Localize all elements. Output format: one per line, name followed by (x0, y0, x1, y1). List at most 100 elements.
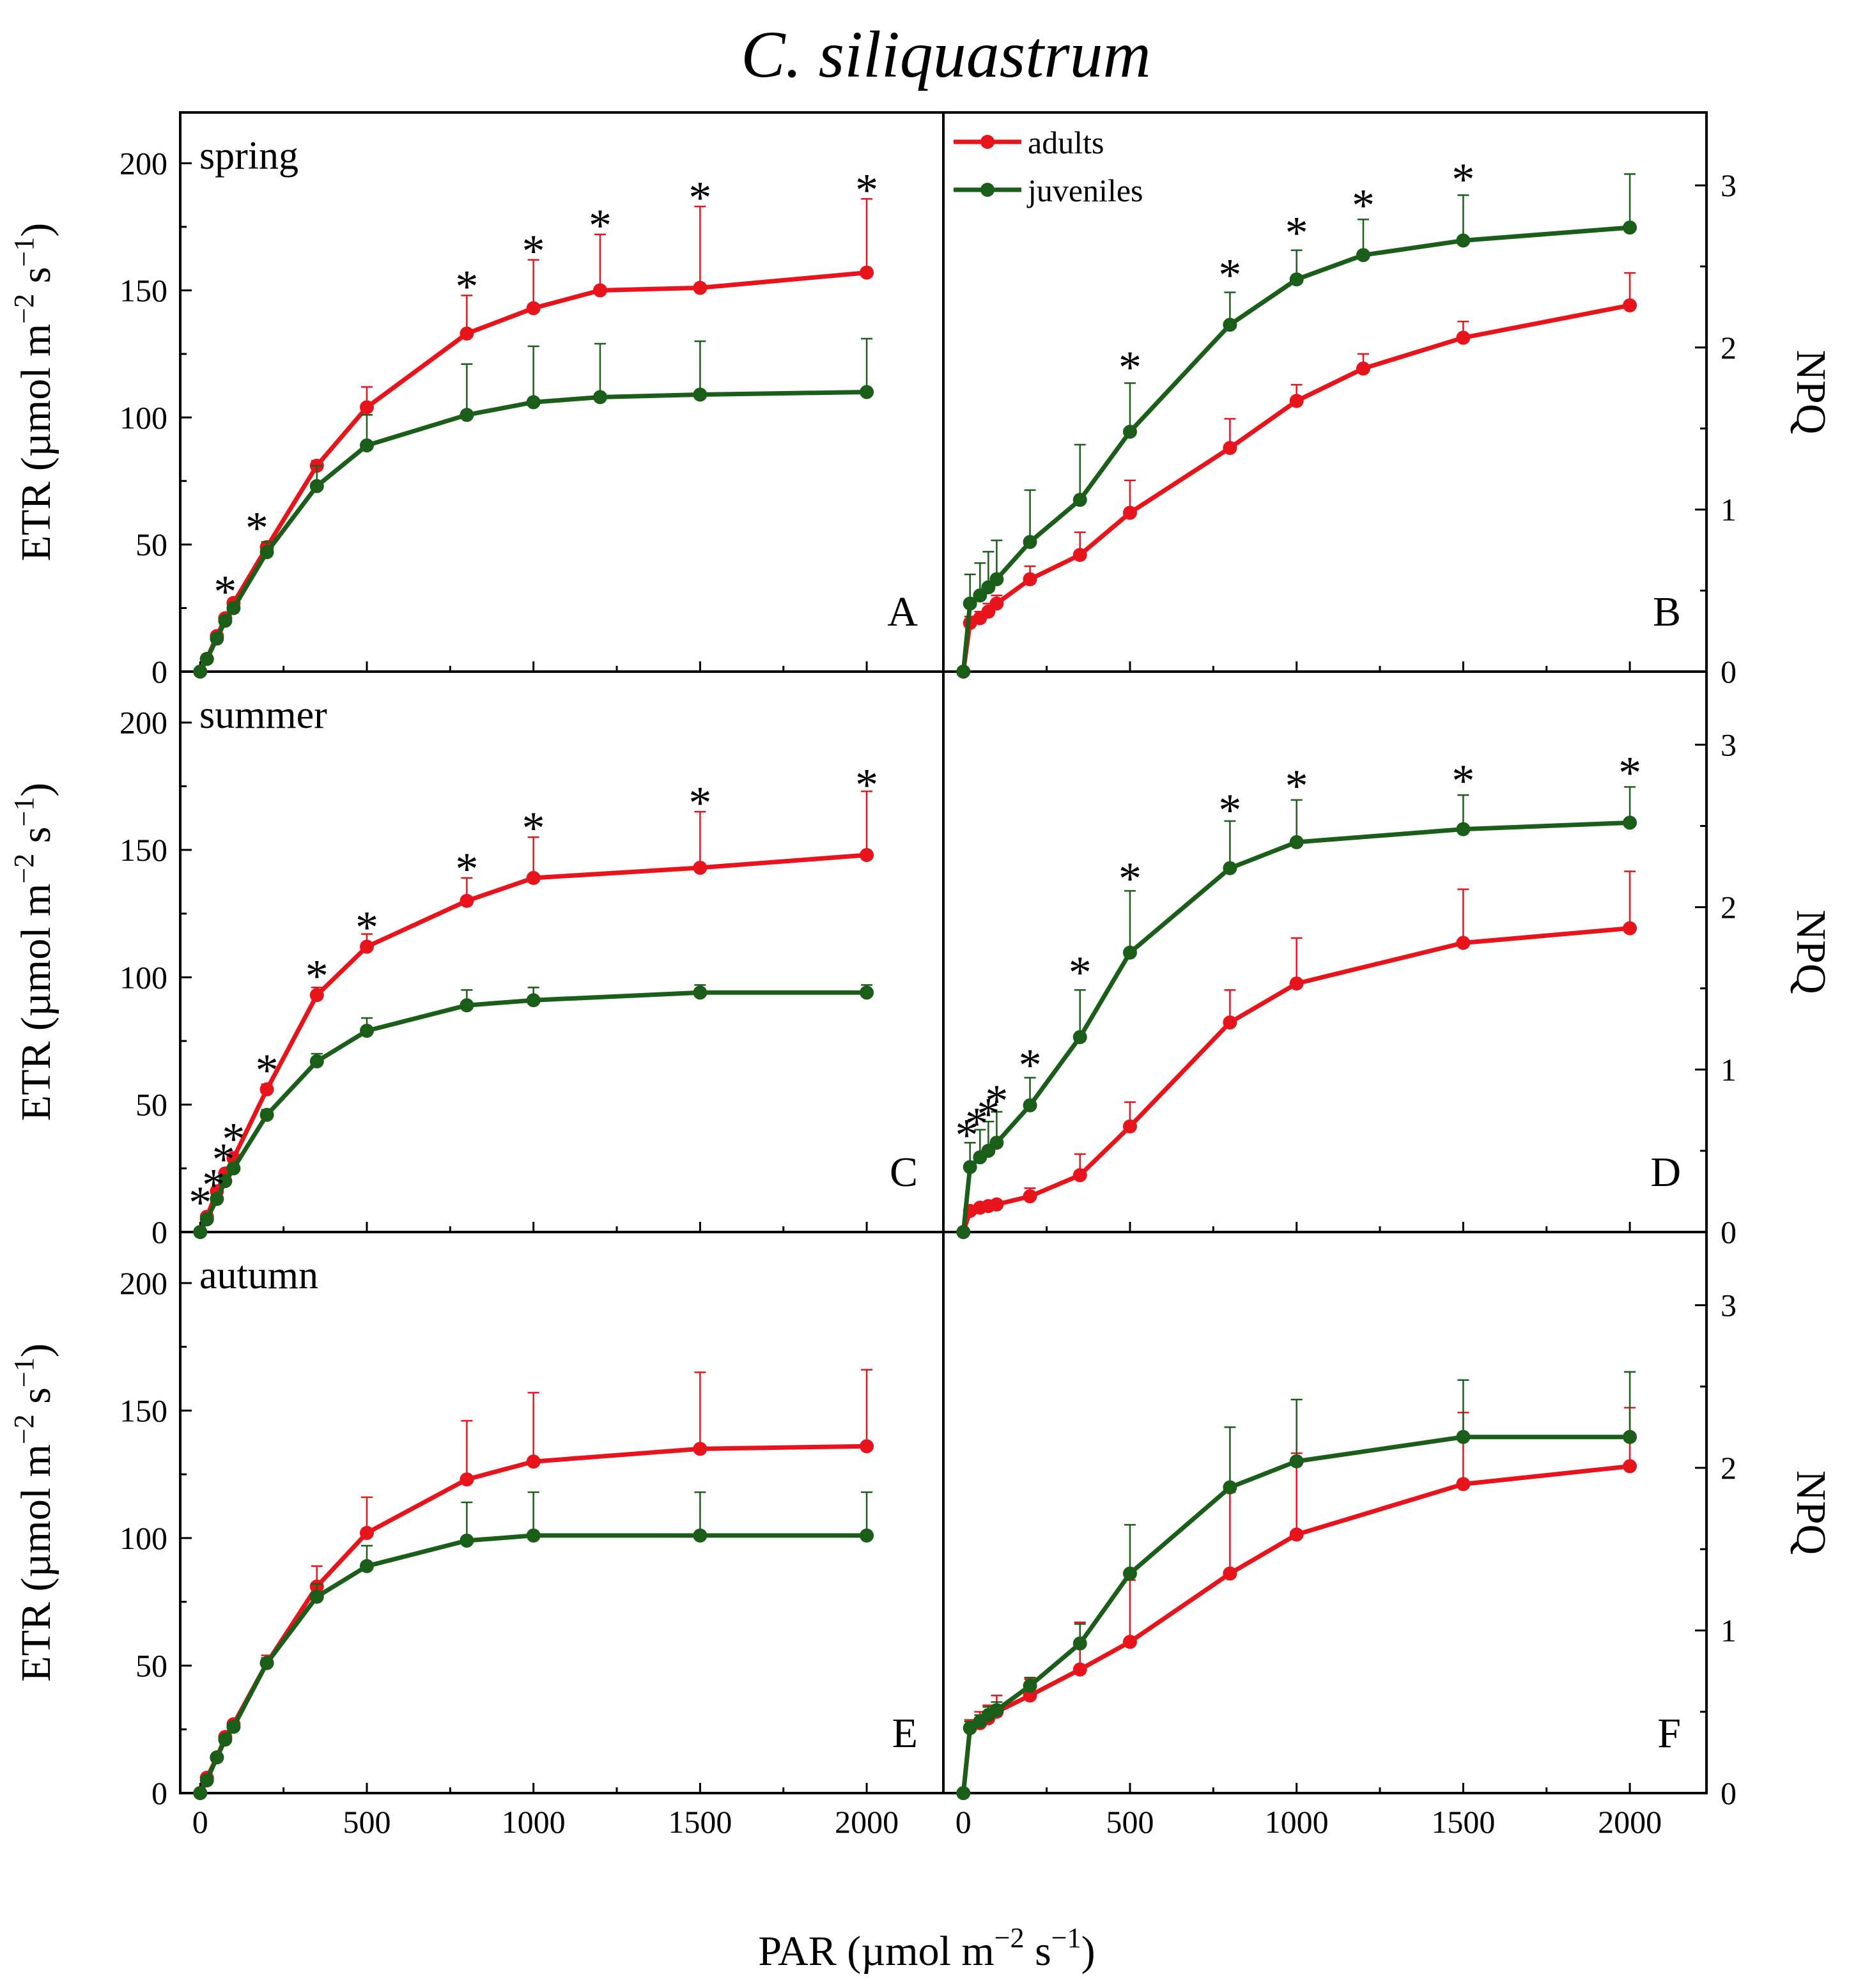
data-point (1456, 822, 1471, 836)
series-line (198, 852, 867, 1233)
series-adults (956, 272, 1637, 679)
significance-star: * (189, 1177, 212, 1228)
panel-letter: B (1653, 589, 1681, 635)
x-tick-label: 1000 (1265, 1804, 1329, 1840)
legend-label-adults: adults (1028, 125, 1104, 160)
data-point (1023, 572, 1037, 587)
data-point (956, 1225, 971, 1239)
data-point (860, 265, 874, 280)
left-axis-title-part: −1 (8, 797, 40, 827)
x-tick-label: 1000 (502, 1804, 566, 1840)
legend: adults juveniles (954, 125, 1143, 208)
y-tick-label: 2 (1721, 330, 1737, 366)
data-point (989, 572, 1004, 587)
data-point (210, 1192, 224, 1206)
significance-star: * (1451, 154, 1474, 205)
data-point (1072, 1168, 1087, 1183)
significance-star: * (985, 1075, 1008, 1127)
y-tick-label: 3 (1721, 727, 1737, 762)
data-point (956, 1786, 971, 1800)
data-point (1223, 861, 1237, 875)
data-point (989, 1136, 1004, 1150)
data-point (963, 596, 977, 611)
data-point (1023, 535, 1037, 550)
data-point (693, 1528, 708, 1543)
significance-star: * (955, 1109, 978, 1160)
data-point (1623, 220, 1637, 235)
series-juveniles (193, 337, 874, 679)
data-point (1456, 936, 1471, 950)
data-point (259, 1656, 274, 1670)
data-point (1072, 1662, 1087, 1677)
left-axis-title-part: ) (13, 783, 59, 797)
y-tick-label: 3 (1721, 167, 1737, 203)
season-label: spring (199, 134, 298, 178)
left-axis-title-part: s (13, 267, 59, 294)
significance-star: * (1019, 1040, 1042, 1091)
data-point (259, 1107, 274, 1122)
y-tick-label: 200 (120, 705, 167, 741)
data-point (309, 1054, 324, 1068)
data-point (1623, 1429, 1637, 1444)
significance-star: * (222, 1114, 245, 1165)
panel-letter: D (1650, 1149, 1681, 1196)
data-point (1456, 330, 1471, 345)
data-point (860, 385, 874, 399)
left-axis-title-part: s (13, 827, 59, 854)
significance-star: * (1069, 947, 1092, 998)
y-tick-label: 1 (1721, 1052, 1737, 1088)
y-tick-label: 0 (151, 1775, 167, 1811)
left-axis-title: ETR (µmol m−2 s−1) (8, 223, 59, 562)
data-point (1122, 424, 1137, 439)
left-axis-title-part: −2 (8, 1414, 40, 1444)
series-line (198, 1533, 867, 1794)
series-juveniles (193, 1491, 874, 1800)
panel-letter: E (892, 1710, 918, 1757)
data-point (1456, 1477, 1471, 1491)
data-point (860, 985, 874, 1000)
data-point (1623, 298, 1637, 312)
significance-star: * (1285, 208, 1308, 259)
series-line (198, 270, 867, 673)
legend-label-juveniles: juveniles (1026, 173, 1143, 208)
data-point (1023, 1098, 1037, 1113)
data-point (309, 1589, 324, 1604)
series-juveniles (193, 984, 874, 1239)
data-point (460, 1533, 474, 1548)
panel-F: 0 1 2 3 0 500 1000 1500 2000 F (956, 1288, 1737, 1840)
left-axis-title-part: ETR (µmol m (13, 884, 59, 1121)
y-tick-label: 200 (120, 146, 167, 181)
data-point (956, 665, 971, 679)
data-point (1072, 548, 1087, 562)
significance-star: * (202, 1159, 225, 1210)
y-tick-label: 3 (1721, 1288, 1737, 1323)
significance-star: * (1451, 755, 1474, 806)
left-axis-title: ETR (µmol m−2 s−1) (8, 783, 59, 1121)
panel-letter: F (1657, 1710, 1681, 1757)
data-point (1623, 815, 1637, 830)
left-axis-title-part: s (13, 1387, 59, 1414)
season-label: autumn (199, 1254, 318, 1297)
significance-star: * (455, 844, 478, 895)
series-juveniles (956, 173, 1637, 679)
y-tick-label: 2 (1721, 890, 1737, 925)
significance-star: * (1118, 853, 1141, 904)
data-point (592, 390, 607, 405)
data-point (989, 596, 1004, 611)
significance-star: * (1285, 760, 1308, 812)
data-point (526, 870, 541, 885)
data-point (526, 395, 541, 410)
data-point (218, 1732, 233, 1747)
left-axis-title: ETR (µmol m−2 s−1) (8, 1343, 59, 1682)
data-point (226, 1161, 241, 1176)
data-point (1023, 1688, 1037, 1703)
data-point (359, 1024, 374, 1038)
data-point (1456, 233, 1471, 248)
data-point (309, 479, 324, 493)
data-point (193, 1225, 208, 1239)
data-point (193, 665, 208, 679)
data-point (1223, 318, 1237, 332)
